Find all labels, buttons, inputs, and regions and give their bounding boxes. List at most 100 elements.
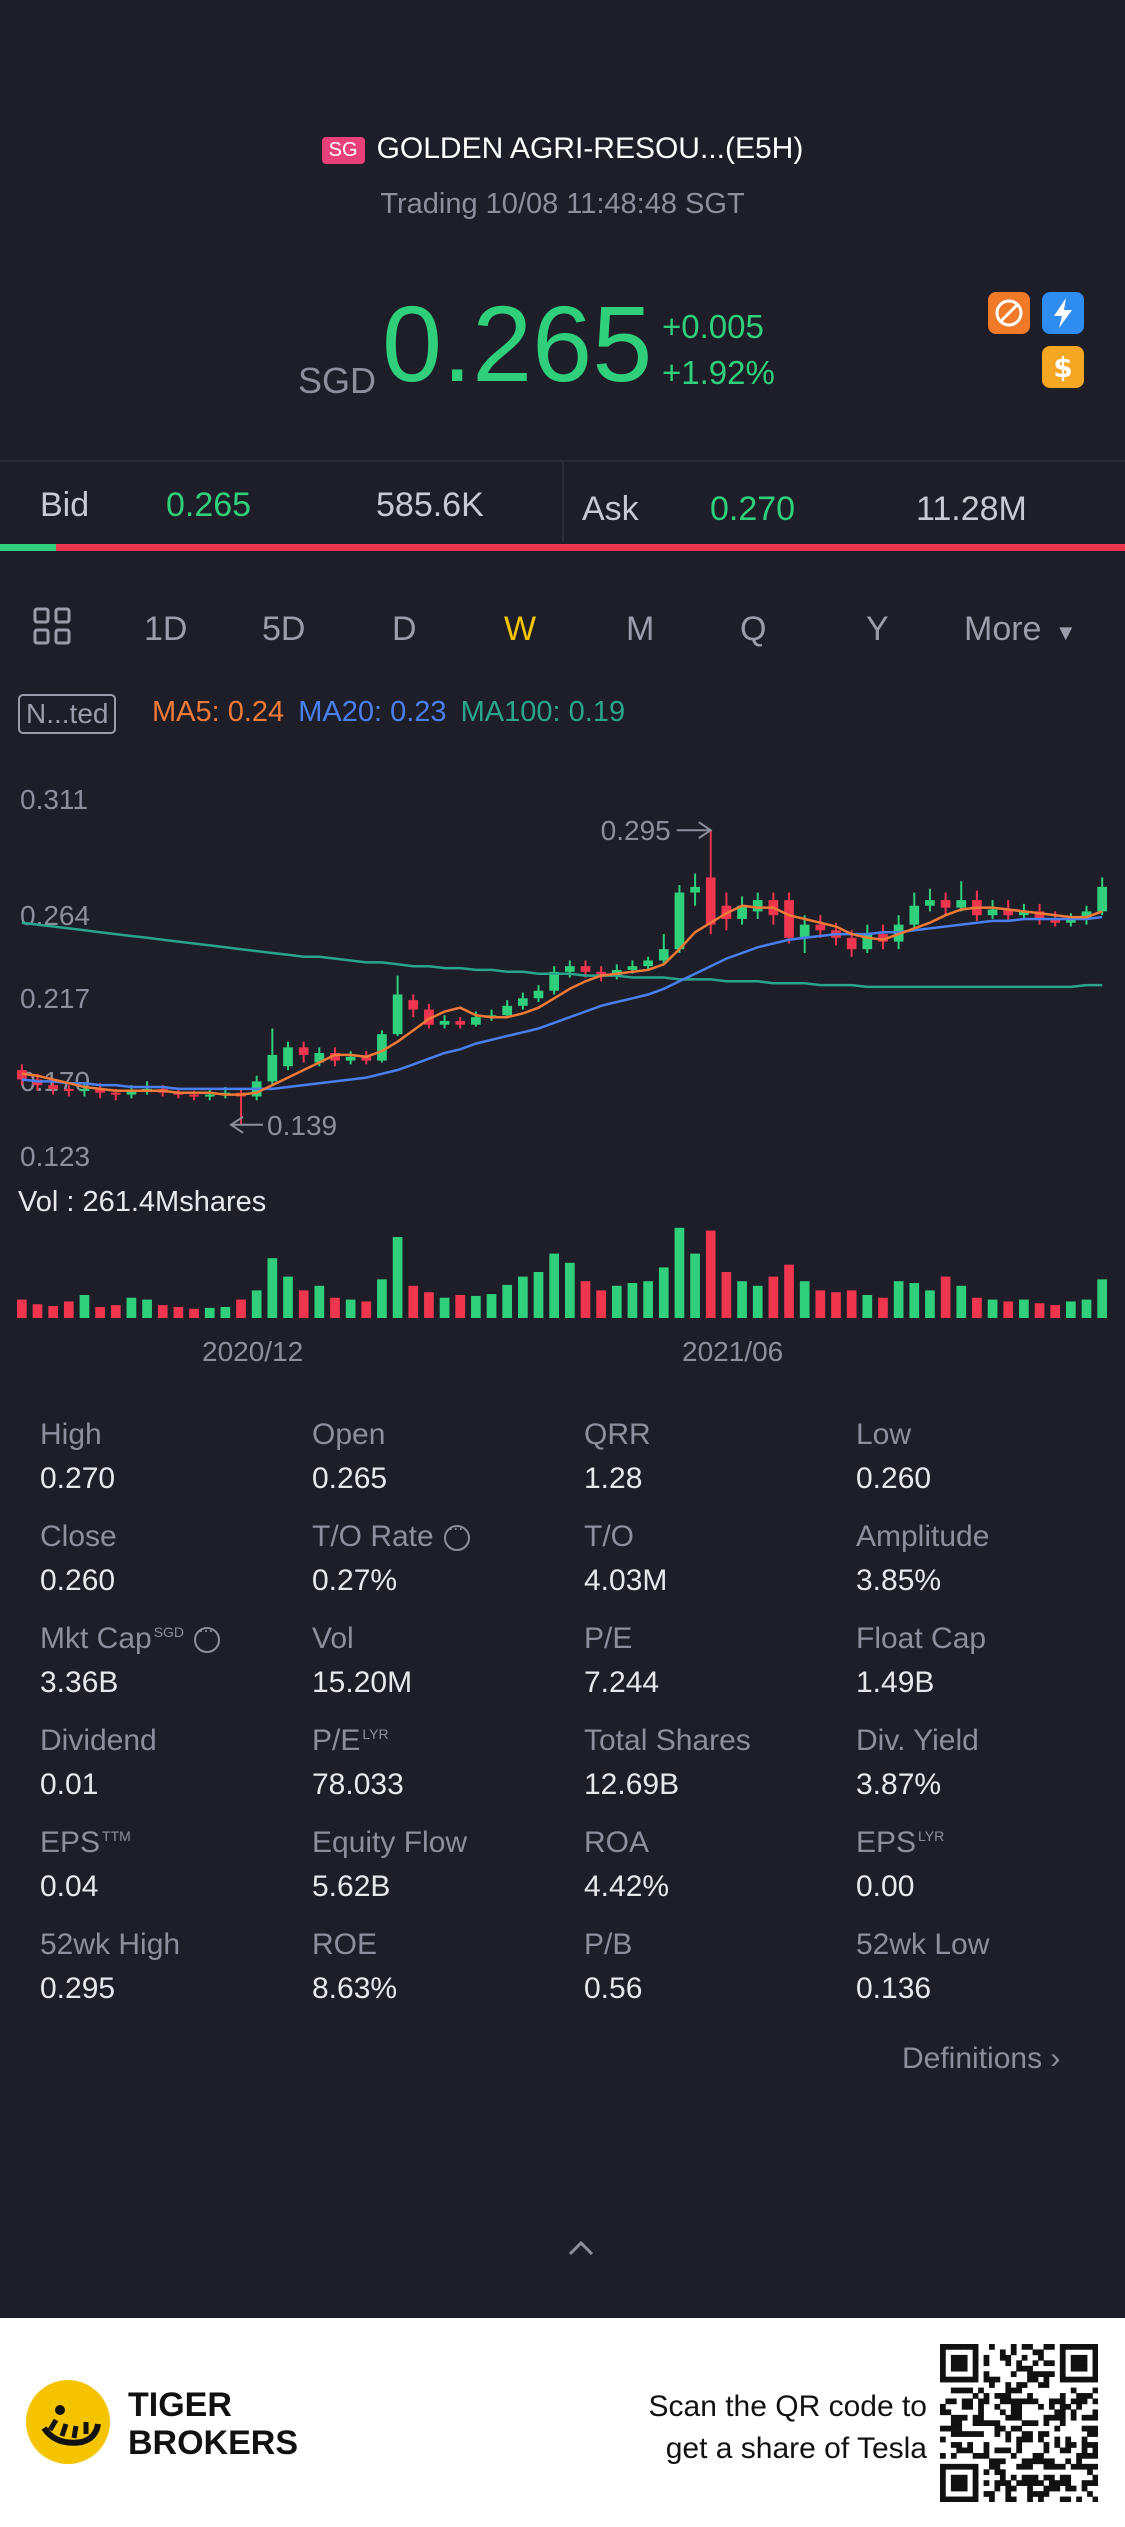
qr-module [1087, 2414, 1093, 2421]
tab-w[interactable]: W [504, 610, 537, 648]
qr-module [950, 2420, 957, 2427]
bid-price[interactable]: 0.265 [166, 486, 252, 524]
volume-bar [1050, 1305, 1061, 1318]
qr-module [1043, 2458, 1050, 2465]
tab-y[interactable]: Y [866, 610, 889, 648]
qr-module [950, 2452, 957, 2459]
qr-finder-module [945, 2463, 952, 2470]
lightning-trade-icon[interactable] [1042, 292, 1084, 334]
qr-module [1070, 2409, 1077, 2416]
qr-finder-module [1081, 2376, 1088, 2383]
candle-body [784, 900, 794, 938]
qr-module [978, 2387, 984, 2394]
candle-body [549, 971, 560, 991]
qr-module [1010, 2414, 1017, 2421]
qr-finder-module [1059, 2344, 1066, 2350]
tab-5d[interactable]: 5D [262, 610, 306, 648]
more-periods-dropdown[interactable]: More ▼ [964, 610, 1077, 649]
qr-module [1081, 2463, 1088, 2470]
qr-module [1059, 2414, 1066, 2421]
qr-module [1021, 2431, 1028, 2437]
qr-finder-module [956, 2360, 963, 2367]
candle-body [471, 1017, 481, 1025]
qr-finder-module [950, 2496, 957, 2502]
qr-module [1038, 2349, 1044, 2356]
stat-superscript: TTM [102, 1828, 131, 1844]
more-info-icon[interactable] [194, 1620, 221, 1654]
qr-finder-module [956, 2480, 963, 2486]
volume-bar [643, 1281, 653, 1318]
layout-grid-icon[interactable] [32, 606, 72, 646]
stat-52wk-low: 52wk Low 0.136 [856, 1928, 1125, 2006]
stat-label: Float Cap [856, 1622, 987, 1655]
stat-div-yield: Div. Yield 3.87% [856, 1724, 1125, 1802]
candle-body [846, 937, 857, 950]
stat-p-e-lyr: P/E LYR 78.033 [312, 1724, 582, 1802]
qr-module [1087, 2393, 1093, 2399]
candle-body [564, 966, 575, 972]
volume-bar [189, 1308, 199, 1318]
qr-module [1043, 2491, 1050, 2497]
qr-module [1021, 2480, 1028, 2486]
tab-1d[interactable]: 1D [144, 610, 188, 648]
qr-module [940, 2452, 946, 2459]
qr-module [1048, 2414, 1055, 2421]
stat-value: 3.87% [856, 1768, 942, 1801]
qr-module [1092, 2425, 1098, 2432]
bid-size: 585.6K [376, 486, 484, 524]
candle-body [705, 877, 716, 925]
qr-finder-module [967, 2496, 973, 2502]
candlestick-chart[interactable]: 0.295 0.139 [0, 780, 1125, 1340]
arrow-left-icon [229, 1115, 244, 1134]
qr-module [1021, 2382, 1028, 2388]
qr-module [989, 2382, 995, 2388]
definitions-link[interactable]: Definitions › [902, 2042, 1060, 2076]
qr-module [999, 2458, 1006, 2465]
qr-finder-module [940, 2371, 946, 2377]
stat-value: 0.27% [312, 1564, 398, 1597]
stat-label: 52wk High [40, 1928, 181, 1961]
volume-bar [972, 1297, 982, 1318]
volume-bar [580, 1281, 591, 1318]
candle-body [940, 900, 951, 908]
qr-module [1048, 2403, 1055, 2410]
qr-module [1059, 2474, 1066, 2481]
chevron-up-icon[interactable] [566, 2236, 596, 2260]
qr-finder-module [972, 2349, 979, 2356]
qr-finder-module [945, 2344, 952, 2350]
dividend-icon[interactable]: $ [1042, 346, 1084, 388]
volume-bar [236, 1299, 246, 1318]
qr-module [1027, 2458, 1033, 2465]
qr-module [1038, 2452, 1044, 2459]
qr-module [1038, 2458, 1044, 2465]
stat-label: QRR [584, 1418, 651, 1451]
candle-body [1019, 911, 1029, 916]
ma5-value: MA5: 0.24 [152, 696, 285, 728]
qr-module [1059, 2409, 1066, 2416]
qr-module [956, 2414, 963, 2421]
qr-finder-module [1076, 2344, 1082, 2350]
tab-d[interactable]: D [392, 610, 417, 648]
qr-module [1005, 2447, 1012, 2454]
qr-finder-module [1070, 2344, 1077, 2350]
more-label: More [964, 610, 1042, 648]
more-info-icon[interactable] [443, 1518, 470, 1552]
tab-m[interactable]: M [626, 610, 655, 648]
qr-finder-module [972, 2469, 979, 2476]
volume-bar [95, 1306, 105, 1318]
ask-price[interactable]: 0.270 [710, 490, 796, 528]
qr-module [972, 2452, 979, 2459]
qr-module [1005, 2393, 1012, 2399]
no-shorting-icon[interactable] [988, 292, 1030, 334]
volume-bar [157, 1305, 168, 1318]
stat-equity-flow: Equity Flow 5.62B [312, 1826, 582, 1904]
qr-finder-module [950, 2474, 957, 2481]
tab-q[interactable]: Q [740, 610, 767, 648]
qr-finder-module [1076, 2354, 1082, 2361]
qr-module [1081, 2393, 1088, 2399]
adjust-toggle[interactable]: N...ted [18, 694, 117, 734]
stat-52wk-high: 52wk High 0.295 [40, 1928, 310, 2006]
qr-module [967, 2442, 973, 2448]
currency-label: SGD [298, 360, 377, 401]
